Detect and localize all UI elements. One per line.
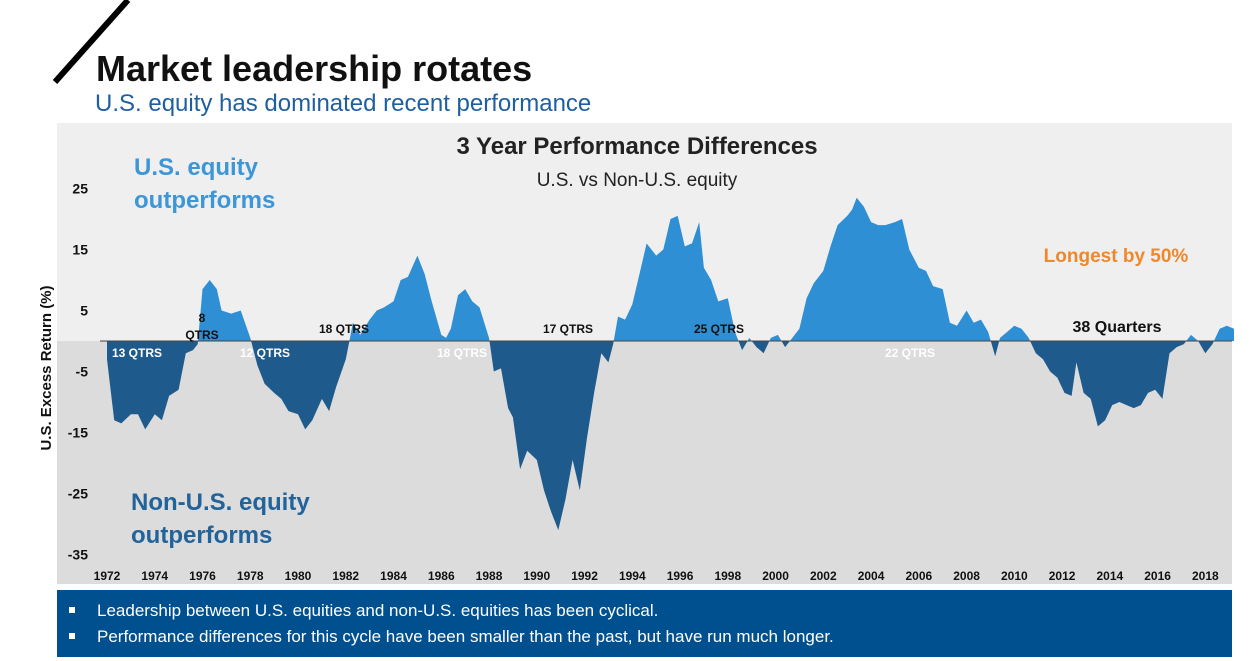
annotation-38-quarters: 38 Quarters xyxy=(1073,319,1162,336)
annotation-18-qtrs-lower: 18 QTRS xyxy=(437,346,487,360)
x-tick-label: 1996 xyxy=(667,569,694,583)
positive-area-segment xyxy=(1213,325,1234,341)
x-tick-label: 2014 xyxy=(1096,569,1123,583)
us-outperforms-label-2: outperforms xyxy=(134,187,275,214)
lower-background xyxy=(57,341,1232,584)
x-tick-label: 1994 xyxy=(619,569,646,583)
x-tick-label: 2000 xyxy=(762,569,789,583)
annotation-8-qtrs-line2: QTRS xyxy=(185,328,218,342)
negative-area-segment xyxy=(489,341,614,531)
negative-area-segment xyxy=(990,341,1000,357)
positive-area-segment xyxy=(999,325,1031,341)
non-us-outperforms-label-2: outperforms xyxy=(131,522,272,549)
x-tick-label: 1990 xyxy=(523,569,550,583)
bullet-square-icon xyxy=(69,632,75,639)
annotation-13-qtrs: 13 QTRS xyxy=(112,346,162,360)
us-outperforms-label-1: U.S. equity xyxy=(134,154,259,181)
positive-area-segment xyxy=(747,337,752,341)
x-tick-label: 2008 xyxy=(953,569,980,583)
summary-banner: Leadership between U.S. equities and non… xyxy=(57,590,1232,657)
annotation-longest: Longest by 50% xyxy=(1044,246,1189,267)
negative-area-segment xyxy=(107,341,198,430)
y-tick-label: -25 xyxy=(68,486,88,502)
y-axis-label: U.S. Excess Return (%) xyxy=(38,285,55,450)
x-tick-label: 1986 xyxy=(428,569,455,583)
negative-area-segment xyxy=(781,341,790,348)
negative-area-segment xyxy=(751,341,770,354)
y-tick-label: -35 xyxy=(68,547,88,563)
y-tick-label: 5 xyxy=(80,303,88,319)
positive-area-segment xyxy=(613,215,739,341)
x-tick-label: 2016 xyxy=(1144,569,1171,583)
chart-subtitle: U.S. vs Non-U.S. equity xyxy=(537,170,738,191)
x-tick-label: 1984 xyxy=(380,569,407,583)
x-tick-label: 2004 xyxy=(858,569,885,583)
x-tick-label: 1978 xyxy=(237,569,264,583)
negative-area-segment xyxy=(251,341,350,430)
x-tick-label: 2012 xyxy=(1049,569,1076,583)
x-tick-label: 1974 xyxy=(141,569,168,583)
x-tick-label: 1992 xyxy=(571,569,598,583)
x-tick-label: 1972 xyxy=(94,569,121,583)
y-tick-label: 15 xyxy=(72,242,88,258)
positive-area-segment xyxy=(198,280,252,341)
y-tick-label: -5 xyxy=(76,364,89,380)
x-axis-ticks: 1972 1974 1976 1978 1980 1982 1984 1986 1988 1990… xyxy=(94,569,1219,583)
page-subtitle: U.S. equity has dominated recent perform… xyxy=(95,90,592,117)
negative-area-segment xyxy=(1198,341,1214,354)
x-tick-label: 1998 xyxy=(714,569,741,583)
decorative-slash xyxy=(52,0,131,84)
x-tick-label: 1976 xyxy=(189,569,216,583)
negative-area-segment xyxy=(1030,341,1187,427)
positive-area-segment xyxy=(349,255,490,341)
summary-bullet-1: Leadership between U.S. equities and non… xyxy=(69,601,658,621)
annotation-17-qtrs: 17 QTRS xyxy=(543,322,593,336)
x-tick-label: 2002 xyxy=(810,569,837,583)
annotation-22-qtrs: 22 QTRS xyxy=(885,346,935,360)
annotation-25-qtrs: 25 QTRS xyxy=(694,322,744,336)
positive-area-segment xyxy=(1186,334,1199,341)
x-tick-label: 2010 xyxy=(1001,569,1028,583)
x-tick-label: 2018 xyxy=(1192,569,1219,583)
page-title: Market leadership rotates xyxy=(96,48,533,89)
y-tick-label: -15 xyxy=(68,425,88,441)
area-series xyxy=(107,197,1234,531)
y-tick-label: 25 xyxy=(72,181,88,197)
annotation-18-qtrs-upper: 18 QTRS xyxy=(319,322,369,336)
summary-bullet-2: Performance differences for this cycle h… xyxy=(69,627,834,647)
summary-bullet-text: Performance differences for this cycle h… xyxy=(97,627,834,646)
negative-area-segment xyxy=(738,341,748,351)
y-axis-ticks: 25 15 5 -5 -15 -25 -35 xyxy=(68,181,88,563)
annotation-12-qtrs: 12 QTRS xyxy=(240,346,290,360)
non-us-outperforms-label-1: Non-U.S. equity xyxy=(131,489,310,516)
positive-area-segment xyxy=(789,197,991,341)
annotation-8-qtrs-line1: 8 xyxy=(199,311,206,325)
x-tick-label: 1980 xyxy=(285,569,312,583)
performance-chart: 3 Year Performance Differences U.S. vs N… xyxy=(38,123,1234,584)
bullet-square-icon xyxy=(69,606,75,613)
positive-area-segment xyxy=(769,334,782,341)
summary-bullet-text: Leadership between U.S. equities and non… xyxy=(97,601,659,620)
x-tick-label: 2006 xyxy=(905,569,932,583)
chart-title: 3 Year Performance Differences xyxy=(456,133,817,160)
x-tick-label: 1988 xyxy=(476,569,503,583)
x-tick-label: 1982 xyxy=(332,569,359,583)
